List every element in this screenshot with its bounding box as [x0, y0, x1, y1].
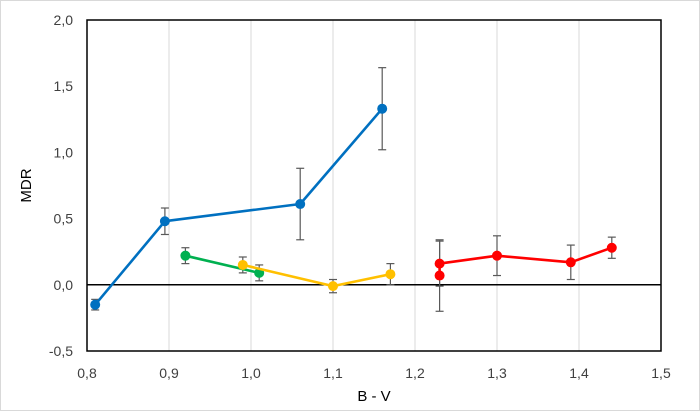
x-tick-label: 0,9	[159, 365, 179, 381]
data-point	[434, 258, 445, 269]
series-line	[185, 254, 260, 275]
x-tick-label: 1,1	[323, 365, 343, 381]
grid-lines	[168, 20, 580, 351]
error-bars	[91, 67, 616, 312]
data-point	[377, 103, 388, 114]
data-point	[385, 269, 396, 280]
data-point	[159, 216, 170, 227]
x-tick-label: 0,8	[77, 365, 97, 381]
series-line	[242, 263, 391, 288]
data-point	[237, 259, 248, 270]
y-tick-label: 1,0	[54, 144, 74, 160]
x-axis-title: B - V	[357, 388, 390, 405]
data-point	[180, 250, 191, 261]
series-line	[94, 107, 384, 306]
data-point	[565, 257, 576, 268]
y-tick-label: -0,5	[49, 343, 73, 359]
plot-frame	[86, 19, 662, 352]
data-point	[90, 299, 101, 310]
data-point	[295, 199, 306, 210]
tick-labels: 0,8 0,9 1,0 1,1 1,2 1,3 1,4 1,5 -0,5 0,0 0,5 1,0 1,5…	[49, 12, 671, 381]
data-series	[90, 103, 617, 310]
data-point	[328, 281, 338, 292]
x-tick-label: 1,3	[487, 365, 507, 381]
x-tick-label: 1,5	[651, 365, 671, 381]
y-tick-label: 1,5	[54, 78, 74, 94]
data-point	[492, 250, 502, 261]
data-point	[606, 242, 617, 253]
x-tick-label: 1,4	[569, 365, 589, 381]
x-tick-label: 1,0	[241, 365, 261, 381]
y-tick-label: 2,0	[54, 12, 74, 28]
data-point	[434, 270, 445, 281]
y-tick-label: 0,0	[54, 277, 74, 293]
y-axis-title: MDR	[18, 168, 35, 202]
series-line	[438, 246, 613, 276]
y-tick-label: 0,5	[54, 211, 74, 227]
axes	[86, 19, 662, 352]
x-tick-label: 1,2	[405, 365, 425, 381]
